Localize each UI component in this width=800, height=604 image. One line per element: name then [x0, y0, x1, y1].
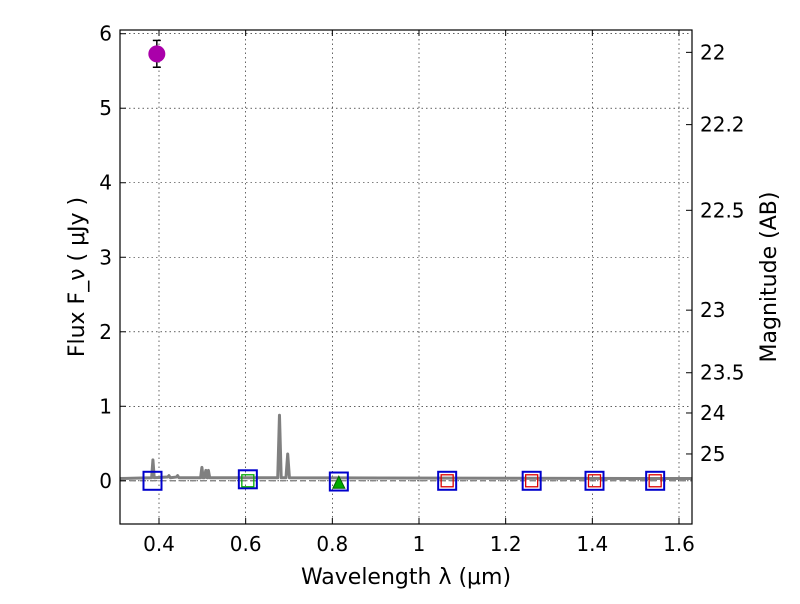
model-photometry-marker [142, 470, 163, 491]
x-axis-label: Wavelength λ (μm) [301, 565, 511, 590]
model-photometry-marker [584, 470, 605, 491]
detection-point [148, 45, 166, 63]
x-tick-label: 1.2 [490, 532, 522, 556]
model-photometry-marker [521, 470, 542, 491]
upper-limit-marker [440, 474, 454, 488]
right-tick-label: 23.5 [700, 361, 745, 385]
x-tick-label: 0.6 [230, 532, 262, 556]
right-tick-label: 22.2 [700, 113, 745, 137]
right-tick-label: 25 [700, 442, 725, 466]
y-tick-label: 3 [99, 245, 112, 269]
upper-limit-marker [525, 474, 539, 488]
right-axis-label: Magnitude (AB) [757, 192, 782, 363]
model-spectrum-line [119, 413, 693, 481]
y-tick-label: 1 [99, 394, 112, 418]
y-tick-label: 5 [99, 96, 112, 120]
y-tick-label: 2 [99, 320, 112, 344]
upper-limit-marker [587, 474, 602, 488]
green-triangle-marker [332, 475, 346, 489]
x-tick-label: 1.6 [663, 532, 695, 556]
model-photometry-marker [237, 469, 258, 490]
y-axis-label: Flux F_ν ( μJy ) [65, 197, 90, 357]
right-tick-label: 24 [700, 401, 725, 425]
upper-limit-marker [648, 474, 662, 488]
green-limit-marker [241, 474, 255, 488]
x-tick-label: 0.4 [143, 532, 175, 556]
y-tick-label: 4 [99, 171, 112, 195]
axis-layer: 0.4 0.6 0.8 1 1.2 1.4 1.601234562222.222.52323… [99, 22, 744, 556]
y-tick-label: 0 [99, 469, 112, 493]
plot-frame [119, 29, 693, 525]
data-layer [119, 39, 693, 492]
x-tick-label: 0.8 [316, 532, 348, 556]
y-tick-label: 6 [99, 22, 112, 46]
model-photometry-marker [645, 470, 666, 491]
model-photometry-marker [328, 471, 349, 492]
right-tick-label: 22 [700, 40, 725, 64]
right-tick-label: 22.5 [700, 198, 745, 222]
right-tick-label: 23 [700, 298, 725, 322]
x-tick-label: 1 [413, 532, 426, 556]
x-tick-label: 1.4 [576, 532, 608, 556]
model-photometry-marker [437, 470, 458, 491]
